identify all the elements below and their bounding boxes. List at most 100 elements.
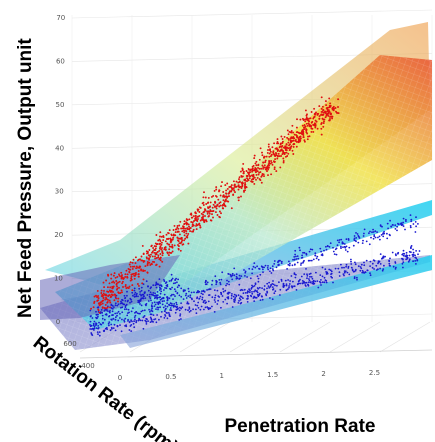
- red-point: [263, 175, 265, 178]
- red-point: [124, 273, 127, 276]
- blue-point: [154, 303, 157, 306]
- red-point: [159, 253, 162, 255]
- blue-point: [303, 251, 306, 254]
- blue-point: [295, 258, 298, 260]
- blue-point: [170, 273, 173, 276]
- blue-point: [175, 277, 178, 280]
- blue-point: [227, 291, 230, 294]
- blue-point: [267, 268, 270, 271]
- blue-point: [154, 292, 157, 295]
- blue-point: [350, 263, 353, 265]
- red-point: [192, 230, 194, 233]
- blue-point: [114, 329, 117, 332]
- blue-point: [97, 313, 99, 316]
- blue-point: [270, 272, 273, 274]
- red-point: [90, 307, 93, 310]
- blue-point: [351, 268, 354, 271]
- blue-point: [238, 283, 241, 286]
- red-point: [181, 230, 184, 233]
- blue-point: [171, 293, 173, 296]
- red-point: [140, 268, 143, 271]
- red-point: [249, 171, 252, 174]
- red-point: [104, 303, 107, 306]
- x-tick-label: 2.5: [369, 369, 380, 377]
- red-point: [172, 229, 175, 231]
- red-point: [248, 177, 251, 180]
- red-point: [281, 138, 284, 140]
- red-point: [201, 202, 204, 205]
- red-point: [218, 215, 221, 218]
- blue-point: [329, 242, 332, 245]
- blue-point: [97, 333, 99, 335]
- red-point: [251, 178, 253, 181]
- blue-point: [134, 314, 137, 317]
- blue-point: [417, 253, 419, 256]
- blue-point: [156, 314, 159, 316]
- red-point: [244, 181, 247, 184]
- blue-point: [282, 284, 285, 286]
- blue-point: [410, 246, 412, 249]
- blue-point: [201, 298, 204, 301]
- red-point: [207, 207, 210, 210]
- red-point: [304, 118, 307, 121]
- red-point: [252, 164, 255, 167]
- red-point: [134, 273, 137, 276]
- red-point: [203, 221, 206, 224]
- blue-point: [176, 292, 179, 295]
- red-point: [296, 118, 298, 121]
- red-point: [256, 170, 259, 173]
- red-point: [124, 285, 127, 288]
- blue-point: [240, 275, 243, 277]
- blue-point: [198, 297, 201, 300]
- blue-point: [204, 299, 206, 302]
- blue-point: [266, 290, 268, 293]
- blue-point: [401, 223, 404, 226]
- red-point: [185, 232, 188, 235]
- blue-point: [355, 232, 357, 234]
- blue-point: [311, 248, 314, 251]
- blue-point: [294, 249, 297, 252]
- blue-point: [377, 236, 379, 239]
- blue-point: [182, 289, 185, 291]
- red-point: [237, 199, 240, 202]
- red-point: [179, 242, 182, 245]
- blue-point: [117, 303, 120, 306]
- blue-point: [308, 278, 310, 280]
- blue-point: [347, 265, 350, 268]
- blue-point: [146, 318, 148, 321]
- red-point: [255, 160, 258, 163]
- red-point: [282, 160, 285, 162]
- red-point: [209, 219, 212, 222]
- red-point: [307, 122, 310, 125]
- blue-point: [153, 297, 156, 300]
- red-point: [158, 247, 161, 250]
- red-point: [305, 122, 308, 125]
- blue-point: [202, 293, 204, 296]
- blue-point: [214, 301, 217, 303]
- blue-point: [89, 320, 92, 323]
- blue-point: [165, 287, 168, 290]
- red-point: [282, 157, 285, 160]
- red-point: [255, 170, 257, 173]
- blue-point: [304, 282, 307, 284]
- blue-point: [92, 327, 95, 330]
- blue-point: [93, 320, 96, 323]
- red-point: [292, 139, 295, 142]
- red-point: [157, 254, 160, 257]
- blue-point: [293, 285, 296, 288]
- red-point: [114, 295, 117, 298]
- red-point: [211, 213, 213, 216]
- red-point: [246, 175, 249, 177]
- blue-point: [240, 296, 243, 298]
- red-point: [241, 169, 244, 172]
- blue-point: [396, 229, 398, 232]
- red-point: [289, 147, 292, 150]
- blue-point: [310, 276, 313, 278]
- blue-point: [222, 288, 225, 290]
- blue-point: [307, 284, 310, 286]
- blue-point: [131, 320, 133, 323]
- blue-point: [139, 291, 142, 293]
- red-point: [268, 152, 271, 155]
- blue-point: [363, 261, 365, 264]
- blue-point: [159, 302, 162, 304]
